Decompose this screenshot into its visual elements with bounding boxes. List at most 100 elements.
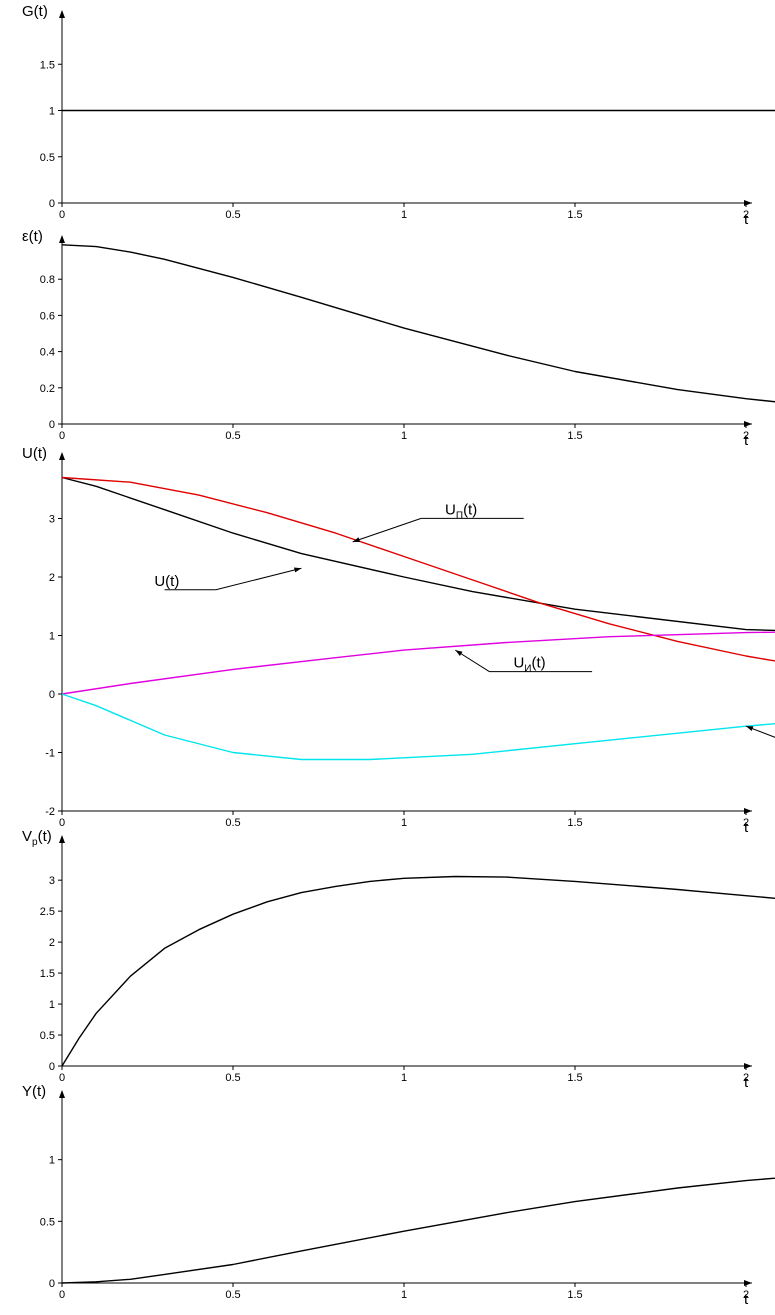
y-axis-title: Vp(t) [22,828,52,848]
annotation-label: UИ(t) [513,655,545,675]
chart-Y: 00.511.522.533.500.51Y(t)t [22,1083,775,1308]
y-tick-label: 0.8 [40,274,55,286]
y-tick-label: 0 [49,1061,55,1073]
x-tick-label: 1.5 [567,209,582,221]
series-line-0 [61,875,775,1067]
series-line-3 [61,693,775,761]
y-axis-title-main: V [22,828,32,845]
series-line-0 [61,244,775,403]
x-tick-label: 0 [59,209,65,221]
x-tick-label: 0 [59,430,65,442]
x-axis-title: t [744,819,749,836]
series-line-0 [61,1177,775,1284]
x-axis-title: t [744,211,749,228]
annotation-arrow [294,567,302,573]
x-tick-label: 2 [743,817,749,829]
x-tick-label: 0.5 [225,1289,240,1301]
y-axis-arrow [59,1090,65,1098]
x-axis-arrow [744,808,752,814]
chart-eps: 00.511.522.533.500.20.40.60.8ε(t)t [22,228,775,449]
x-axis-arrow [744,1063,752,1069]
y-axis-title-sub: p [32,837,38,848]
x-axis-arrow [744,1280,752,1286]
y-tick-label: 0.6 [40,310,55,322]
x-tick-label: 1 [401,1072,407,1084]
x-tick-label: 1 [401,817,407,829]
y-axis-title: U(t) [22,445,47,462]
annotation-main: U [513,655,524,672]
y-tick-label: 1.5 [40,968,55,980]
annotation-sub: И [524,664,531,675]
y-tick-label: 0.5 [40,1030,55,1042]
x-tick-label: 0 [59,1289,65,1301]
y-axis-title-suffix: (t) [38,828,52,845]
x-tick-label: 1 [401,1289,407,1301]
y-tick-label: 1.5 [40,59,55,71]
y-tick-label: 0 [49,689,55,701]
y-tick-label: 2.5 [40,906,55,918]
x-tick-label: 1 [401,430,407,442]
y-tick-label: 2 [49,937,55,949]
y-tick-label: 0 [49,1278,55,1290]
x-tick-label: 1.5 [567,817,582,829]
chart-U: 00.511.522.533.5-2-10123U(t)tU(t)UП(t)UИ… [22,445,775,836]
x-tick-label: 2 [743,209,749,221]
annotation-suffix: (t) [165,573,179,590]
x-tick-label: 0.5 [225,209,240,221]
series-line-2 [61,631,775,695]
y-axis-title: ε(t) [22,228,43,245]
y-tick-label: 0.5 [40,1216,55,1228]
x-tick-label: 1.5 [567,430,582,442]
y-tick-label: 1 [49,1155,55,1167]
y-axis-arrow [59,452,65,460]
x-tick-label: 1.5 [567,1289,582,1301]
annotation-leader [215,567,302,591]
y-tick-label: 1 [49,106,55,118]
annotation-arrow [455,650,463,656]
y-tick-label: 1 [49,999,55,1011]
y-tick-label: 0.4 [40,347,55,359]
y-tick-label: 3 [49,875,55,887]
x-axis-title: t [744,432,749,449]
y-tick-label: 3 [49,514,55,526]
y-tick-label: 0 [49,419,55,431]
x-tick-label: 0.5 [225,430,240,442]
chart-G: 00.511.522.533.500.511.5G(t)t [22,3,775,228]
y-axis-arrow [59,235,65,243]
x-axis-title: t [744,1074,749,1091]
x-tick-label: 1.5 [567,1072,582,1084]
annotation-leader [352,517,422,543]
series-line-0 [61,476,775,632]
x-tick-label: 0 [59,817,65,829]
y-tick-label: -1 [45,748,55,760]
x-tick-label: 0 [59,1072,65,1084]
x-tick-label: 2 [743,430,749,442]
y-axis-arrow [59,835,65,843]
y-axis-title: Y(t) [22,1083,46,1100]
x-axis-arrow [744,200,752,206]
annotation-main: U [154,573,165,590]
x-tick-label: 1 [401,209,407,221]
y-tick-label: 1 [49,631,55,643]
y-tick-label: 0.5 [40,152,55,164]
annotation-leader [745,725,775,738]
annotation-main: U [445,501,456,518]
annotation-label: UП(t) [445,501,477,521]
y-axis-title: G(t) [22,3,48,20]
y-tick-label: -2 [45,806,55,818]
annotation-arrow [746,726,754,732]
x-axis-title: t [744,1291,749,1308]
annotation-suffix: (t) [463,501,477,518]
y-axis-arrow [59,10,65,18]
x-tick-label: 0.5 [225,817,240,829]
annotation-arrow [352,537,361,542]
annotation-sub: П [456,510,463,521]
x-axis-arrow [744,421,752,427]
y-tick-label: 2 [49,572,55,584]
x-tick-label: 2 [743,1072,749,1084]
annotation-suffix: (t) [531,655,545,672]
annotation-label: U(t) [154,573,179,590]
x-tick-label: 0.5 [225,1072,240,1084]
